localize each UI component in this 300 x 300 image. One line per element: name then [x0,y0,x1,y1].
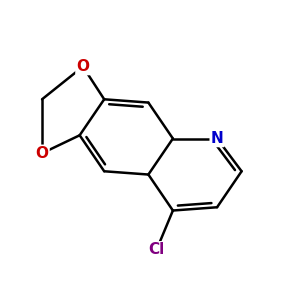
Text: N: N [211,131,224,146]
Text: Cl: Cl [148,242,165,257]
Text: O: O [76,59,89,74]
Text: O: O [35,146,49,161]
